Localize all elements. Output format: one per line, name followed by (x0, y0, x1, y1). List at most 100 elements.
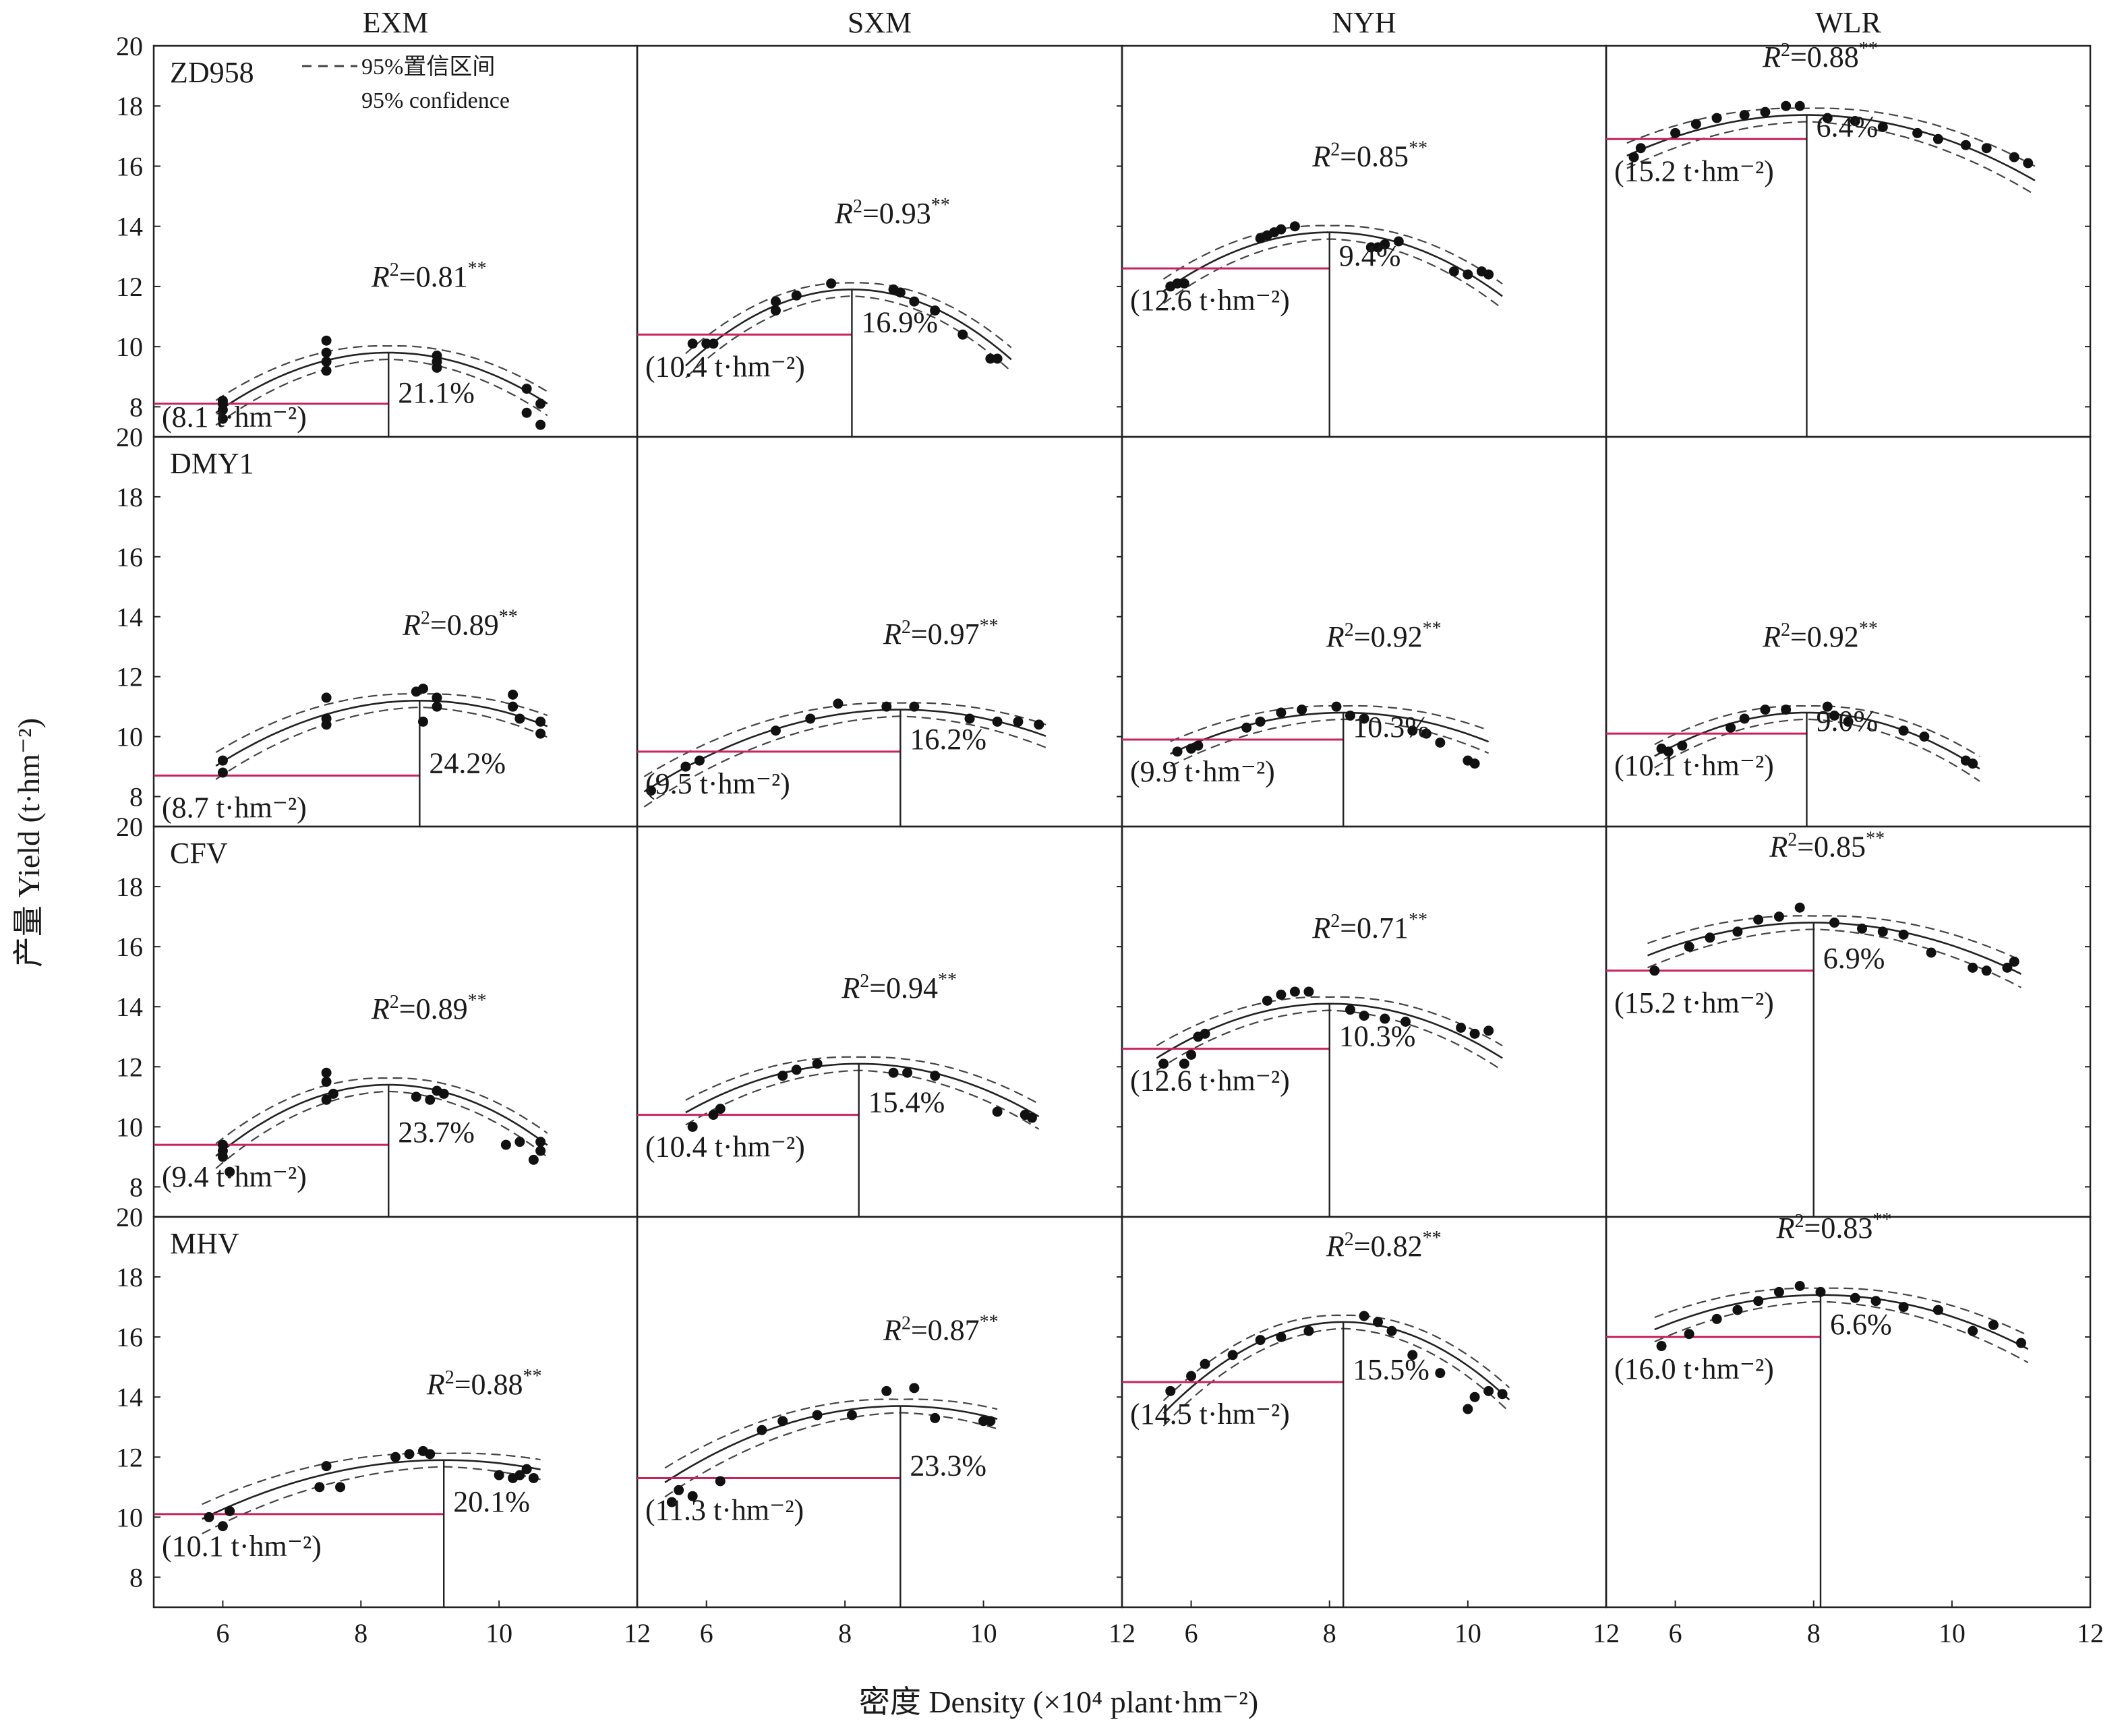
data-point (217, 395, 228, 406)
column-title-sxm: SXM (848, 6, 912, 39)
ci-upper-curve (1626, 107, 2036, 167)
r-squared-label: R2=0.85** (1769, 829, 1885, 864)
y-tick-label: 20 (116, 422, 143, 452)
fit-curve (643, 709, 1046, 793)
data-point (646, 785, 657, 796)
data-point (1186, 1049, 1197, 1060)
panel-frame (1605, 825, 2092, 1218)
yield-increase-label: 23.7% (398, 1116, 475, 1149)
data-point (1456, 1022, 1467, 1033)
ci-lower-curve (685, 1069, 1040, 1130)
data-point (1435, 738, 1446, 748)
data-point (335, 1482, 346, 1493)
data-point (314, 1482, 325, 1493)
data-point (1857, 923, 1868, 934)
data-point (715, 1104, 726, 1114)
data-point (1919, 731, 1930, 742)
y-tick-label: 20 (116, 31, 143, 61)
data-point (1822, 701, 1833, 712)
data-point (1677, 740, 1688, 751)
data-point (535, 1145, 546, 1156)
data-point (321, 1094, 332, 1105)
ci-upper-curve (215, 1077, 548, 1145)
data-point (535, 1137, 546, 1147)
ci-upper-curve (1647, 915, 2022, 961)
ci-lower-curve (1626, 121, 2036, 196)
data-point (432, 351, 442, 361)
data-point (1289, 221, 1300, 232)
y-tick-label: 20 (116, 1202, 143, 1232)
yield-increase-label: 6.6% (1830, 1308, 1892, 1341)
panel-mhv-wlr: R2=0.83** 6.6% (16.0 t·hm⁻²) (1605, 1209, 2092, 1609)
data-point (1303, 1325, 1314, 1336)
y-tick-label: 12 (116, 272, 143, 302)
data-point (1829, 918, 1839, 928)
data-point (528, 1154, 539, 1165)
data-point (1781, 705, 1792, 715)
y-tick-label: 16 (116, 932, 143, 962)
panel-frame (1605, 1216, 2092, 1609)
data-point (1773, 911, 1784, 922)
panel-dmy1-exm: R2=0.89** 24.2% (8.7 t·hm⁻²) (152, 436, 639, 828)
data-point (930, 1071, 941, 1081)
fit-curve (685, 289, 1012, 367)
data-point (1165, 1385, 1176, 1396)
y-tick-label: 18 (116, 91, 143, 121)
reference-yield-label: (9.4 t·hm⁻²) (162, 1160, 307, 1193)
data-point (791, 290, 802, 301)
data-point (321, 365, 332, 376)
y-axis-title: 产量 Yield (t·hm⁻²) (11, 718, 46, 967)
data-point (390, 1451, 401, 1462)
data-point (909, 296, 920, 307)
ci-upper-curve (664, 1398, 998, 1469)
data-point (1469, 758, 1480, 769)
data-point (1850, 1292, 1860, 1303)
y-tick-label: 18 (116, 1262, 143, 1292)
panel-frame (636, 1216, 1123, 1609)
data-point (1815, 1286, 1826, 1297)
x-tick-label: 12 (1109, 1618, 1135, 1648)
y-tick-label: 18 (116, 482, 143, 512)
reference-yield-label: (11.3 t·hm⁻²) (645, 1493, 804, 1526)
x-tick-label: 12 (624, 1618, 651, 1648)
x-tick-label: 6 (216, 1618, 229, 1648)
data-point (494, 1470, 504, 1480)
data-point (1297, 705, 1307, 715)
ci-lower-curve (1654, 718, 1980, 782)
data-point (1407, 725, 1418, 736)
ci-lower-curve (685, 295, 1012, 379)
r-squared-label: R2=0.71** (1311, 909, 1427, 945)
reference-yield-label: (15.2 t·hm⁻²) (1614, 986, 1774, 1019)
data-point (417, 716, 428, 727)
data-point (992, 353, 1003, 364)
data-point (1469, 1391, 1480, 1402)
data-point (1255, 716, 1266, 727)
data-point (1760, 107, 1771, 117)
data-point (1380, 1013, 1390, 1024)
x-tick-label: 10 (1454, 1618, 1481, 1648)
reference-yield-label: (15.2 t·hm⁻²) (1614, 154, 1774, 187)
ci-lower-curve (1170, 718, 1489, 767)
data-point (1850, 116, 1860, 127)
data-point (1933, 133, 1943, 144)
r-squared-label: R2=0.81** (371, 258, 487, 293)
data-point (500, 1139, 511, 1150)
data-point (1172, 746, 1183, 757)
data-point (1013, 716, 1024, 727)
row-label-zd958: ZD958 (170, 56, 254, 89)
data-point (1276, 707, 1287, 718)
data-point (1794, 1280, 1805, 1291)
yield-increase-label: 10.3% (1353, 711, 1429, 744)
data-point (888, 1067, 899, 1078)
data-point (225, 1166, 235, 1177)
data-point (957, 329, 968, 340)
legend-line1: 95%置信区间 (361, 54, 495, 80)
panel-cfv-nyh: R2=0.71** 10.3% (12.6 t·hm⁻²) (1121, 825, 1607, 1218)
data-point (805, 713, 816, 724)
data-point (521, 1464, 532, 1474)
y-tick-label: 16 (116, 1322, 143, 1352)
data-point (1739, 713, 1750, 724)
ci-lower-curve (215, 358, 548, 426)
data-point (1773, 1286, 1784, 1297)
